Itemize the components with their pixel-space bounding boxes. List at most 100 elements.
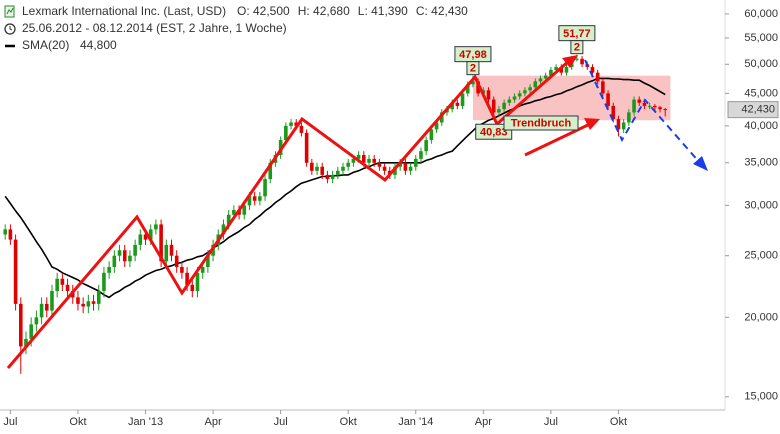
candle-body bbox=[361, 155, 366, 163]
candle-body bbox=[185, 272, 189, 285]
candle-body bbox=[611, 105, 616, 120]
candle-body bbox=[616, 119, 621, 130]
candle-body bbox=[637, 99, 642, 103]
candle-body bbox=[621, 122, 626, 130]
candle-body bbox=[268, 162, 273, 180]
y-tick-label: 25,000 bbox=[744, 250, 778, 262]
quote: C: 42,430 bbox=[416, 4, 468, 18]
candle-body bbox=[107, 266, 111, 273]
arrow-head bbox=[562, 55, 578, 68]
y-tick-label: 20,000 bbox=[744, 311, 778, 323]
quote: O: 42,500 bbox=[237, 4, 290, 18]
candle-body bbox=[86, 301, 91, 307]
candle-body bbox=[632, 99, 636, 113]
price-label: 42,430 bbox=[741, 104, 775, 116]
quote: L: 41,390 bbox=[358, 4, 408, 18]
forecast-line bbox=[584, 59, 701, 164]
y-tick-label: 60,000 bbox=[744, 8, 778, 20]
x-tick-label: Jan '14 bbox=[398, 416, 433, 428]
icon bbox=[6, 7, 14, 15]
candle-body bbox=[429, 129, 434, 141]
candle-body bbox=[55, 278, 59, 292]
candle-body bbox=[112, 255, 117, 267]
candle-body bbox=[543, 75, 548, 79]
trend-text: Trendbruch bbox=[511, 117, 572, 129]
candle-body bbox=[564, 67, 569, 73]
x-tick-label: Jan '13 bbox=[128, 416, 163, 428]
candle-body bbox=[517, 93, 522, 97]
candle-body bbox=[606, 93, 610, 106]
candle-body bbox=[289, 122, 293, 126]
candle-body bbox=[325, 174, 330, 180]
quotes: O: 42,500 H: 42,680 L: 41,390 C: 42,430 bbox=[237, 4, 468, 18]
candle-body bbox=[206, 255, 210, 267]
arrow-head bbox=[584, 118, 600, 130]
x-tick-label: Apr bbox=[205, 416, 222, 428]
title: Lexmark International Inc. (Last, USD) bbox=[22, 4, 226, 18]
candle-body bbox=[138, 234, 143, 245]
candle-body bbox=[580, 58, 584, 65]
candle-body bbox=[34, 317, 39, 325]
candle-body bbox=[336, 170, 340, 175]
candle-body bbox=[642, 102, 647, 106]
annotation-note-box bbox=[466, 61, 480, 76]
annotation-box bbox=[475, 123, 513, 140]
candle-body bbox=[174, 255, 179, 267]
y-tick-label: 15,000 bbox=[744, 391, 778, 403]
candle-body bbox=[284, 125, 288, 141]
candle-body bbox=[408, 166, 413, 171]
candle-body bbox=[590, 67, 595, 73]
candle-body bbox=[81, 303, 85, 307]
x-tick-label: Jul bbox=[544, 416, 558, 428]
candle-body bbox=[424, 140, 428, 152]
candle-body bbox=[180, 266, 184, 273]
candle-body bbox=[346, 162, 351, 167]
candle-body bbox=[159, 224, 163, 262]
candle-body bbox=[169, 244, 174, 256]
candle-body bbox=[538, 78, 543, 82]
period: 25.06.2012 - 08.12.2014 (EST, 2 Jahre, 1… bbox=[22, 21, 287, 35]
header: Lexmark International Inc. (Last, USD) O… bbox=[4, 4, 468, 52]
candle-body bbox=[200, 266, 205, 273]
candle-body bbox=[533, 81, 538, 88]
annotation-label: 51,77 bbox=[563, 28, 591, 40]
trend-line bbox=[6, 58, 571, 369]
x-tick-label: Okt bbox=[340, 416, 357, 428]
candle-body bbox=[96, 291, 101, 304]
candle-body bbox=[44, 303, 49, 311]
icon bbox=[9, 26, 13, 31]
candle-body bbox=[471, 81, 475, 85]
sma-line bbox=[4, 77, 666, 299]
candle-body bbox=[476, 81, 480, 94]
candle-body bbox=[653, 105, 657, 108]
annotations: 42,430 47,98 2 40,83 51,77 2 Trendbruch bbox=[454, 25, 779, 140]
candle-body bbox=[595, 72, 600, 82]
y-tick-label: 45,000 bbox=[744, 87, 778, 99]
candle-body bbox=[24, 338, 28, 347]
candle-body bbox=[50, 291, 54, 311]
x-tick-label: Apr bbox=[475, 416, 492, 428]
arrow-head bbox=[693, 156, 708, 171]
candle-body bbox=[148, 229, 153, 240]
candle-body bbox=[8, 229, 13, 240]
candle-body bbox=[252, 196, 257, 201]
candle-body bbox=[232, 209, 236, 215]
candle-body bbox=[164, 244, 169, 262]
candle-body bbox=[486, 90, 491, 100]
candle-body bbox=[242, 205, 247, 215]
candle-body bbox=[263, 179, 267, 197]
candle-body bbox=[559, 67, 564, 73]
candle-body bbox=[439, 112, 444, 123]
y-tick-label: 55,000 bbox=[744, 32, 778, 44]
candle-body bbox=[658, 107, 662, 110]
quote: H: 42,680 bbox=[298, 4, 350, 18]
trend-arrow bbox=[524, 122, 591, 157]
candle-body bbox=[367, 158, 371, 163]
x-tick-label: Jul bbox=[3, 416, 17, 428]
candle-body bbox=[528, 87, 532, 91]
candle-body bbox=[549, 69, 553, 76]
candle-body bbox=[647, 105, 652, 107]
candle-body bbox=[497, 109, 501, 113]
candle-body bbox=[226, 214, 231, 225]
annotation-label: 40,83 bbox=[480, 127, 508, 139]
